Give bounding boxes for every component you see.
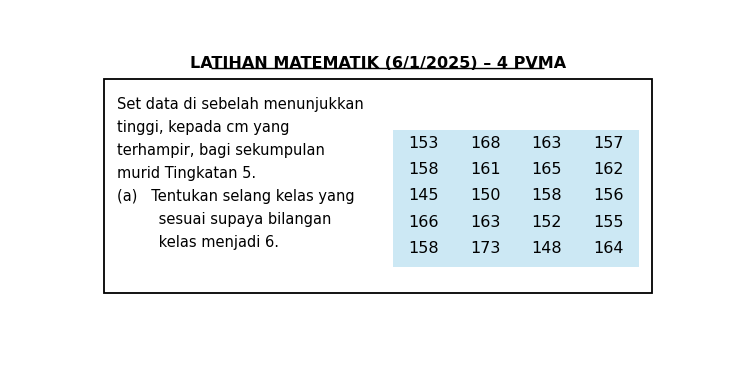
Text: 152: 152	[531, 215, 562, 230]
Bar	[104, 79, 652, 293]
Text: 158: 158	[408, 162, 439, 177]
Text: 162: 162	[593, 162, 624, 177]
Text: terhampir, bagi sekumpulan: terhampir, bagi sekumpulan	[117, 143, 325, 158]
Text: 156: 156	[593, 188, 624, 204]
Text: 163: 163	[531, 136, 562, 151]
Text: (a)   Tentukan selang kelas yang: (a) Tentukan selang kelas yang	[117, 189, 354, 204]
Text: 164: 164	[593, 241, 624, 256]
Text: 157: 157	[593, 136, 624, 151]
Text: tinggi, kepada cm yang: tinggi, kepada cm yang	[117, 120, 290, 135]
Text: 150: 150	[470, 188, 500, 204]
Text: 168: 168	[470, 136, 500, 151]
Text: 153: 153	[408, 136, 439, 151]
Text: 158: 158	[531, 188, 562, 204]
Text: 161: 161	[470, 162, 500, 177]
Text: 165: 165	[531, 162, 562, 177]
Text: 158: 158	[408, 241, 439, 256]
Text: 145: 145	[408, 188, 439, 204]
Text: 155: 155	[593, 215, 624, 230]
Text: LATIHAN MATEMATIK (6/1/2025) – 4 PVMA: LATIHAN MATEMATIK (6/1/2025) – 4 PVMA	[189, 56, 566, 71]
Text: 148: 148	[531, 241, 562, 256]
Text: kelas menjadi 6.: kelas menjadi 6.	[117, 235, 279, 250]
Bar	[393, 130, 639, 268]
Text: 173: 173	[470, 241, 500, 256]
Text: Set data di sebelah menunjukkan: Set data di sebelah menunjukkan	[117, 96, 363, 112]
Text: 163: 163	[470, 215, 500, 230]
Text: 166: 166	[408, 215, 439, 230]
Text: murid Tingkatan 5.: murid Tingkatan 5.	[117, 166, 256, 181]
Text: sesuai supaya bilangan: sesuai supaya bilangan	[117, 212, 332, 227]
